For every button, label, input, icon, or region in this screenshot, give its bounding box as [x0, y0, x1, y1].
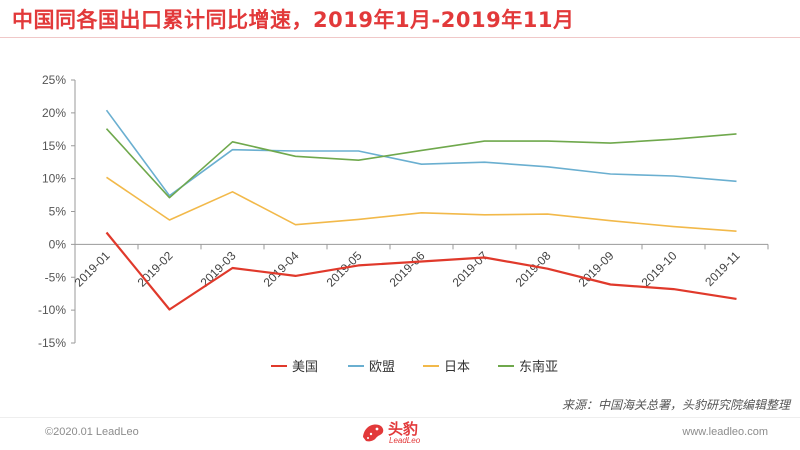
x-tick-label: 2019-04	[261, 248, 302, 289]
legend-label: 欧盟	[369, 360, 395, 375]
y-tick-label: -5%	[45, 270, 67, 284]
copyright-text: ©2020.01 LeadLeo	[45, 426, 139, 438]
legend-label: 日本	[444, 360, 470, 375]
logo-cn-text: 头豹	[388, 420, 419, 438]
y-tick-label: 0%	[49, 237, 67, 251]
source-note: 来源：中国海关总署，头豹研究院编辑整理	[561, 398, 790, 412]
legend-label: 美国	[292, 360, 318, 375]
y-tick-label: -10%	[38, 303, 66, 317]
x-tick-label: 2019-07	[450, 248, 491, 289]
x-tick-label: 2019-02	[135, 248, 176, 289]
x-tick-label: 2019-11	[702, 248, 743, 289]
logo-en-text: LeadLeo	[389, 436, 421, 445]
y-tick-label: -15%	[38, 336, 66, 350]
y-axis: 25% 20% 15% 10% 5% 0% -5% -10% -15%	[38, 73, 76, 350]
y-tick-label: 10%	[42, 172, 66, 186]
y-tick-label: 15%	[42, 139, 66, 153]
x-tick-label: 2019-10	[639, 248, 680, 289]
leopard-icon	[363, 424, 384, 442]
footer-divider	[0, 417, 800, 418]
x-tick-label: 2019-01	[72, 248, 113, 289]
website-link[interactable]: www.leadleo.com	[682, 426, 768, 438]
series-line-4	[105, 128, 737, 199]
y-tick-label: 25%	[42, 73, 66, 87]
series-line-2	[105, 109, 737, 197]
series-layer	[105, 109, 737, 311]
x-axis: 2019-01 2019-02 2019-03 2019-04 2019-05 2019-…	[72, 243, 769, 290]
series-line-1	[105, 231, 737, 311]
series-line-3	[106, 176, 737, 232]
x-tick-label: 2019-06	[387, 248, 428, 289]
legend: 美国 欧盟 日本 东南亚	[271, 359, 558, 375]
leadleo-logo: 头豹 LeadLeo	[360, 416, 450, 448]
y-tick-label: 5%	[49, 205, 67, 219]
x-tick-label: 2019-05	[324, 248, 365, 289]
y-tick-label: 20%	[42, 106, 66, 120]
line-chart: 25% 20% 15% 10% 5% 0% -5% -10% -15% 2019-01 2019-…	[38, 73, 769, 375]
legend-label: 东南亚	[519, 359, 558, 375]
title-divider	[0, 37, 800, 38]
chart-title: 中国同各国出口累计同比增速，2019年1月-2019年11月	[12, 8, 575, 32]
